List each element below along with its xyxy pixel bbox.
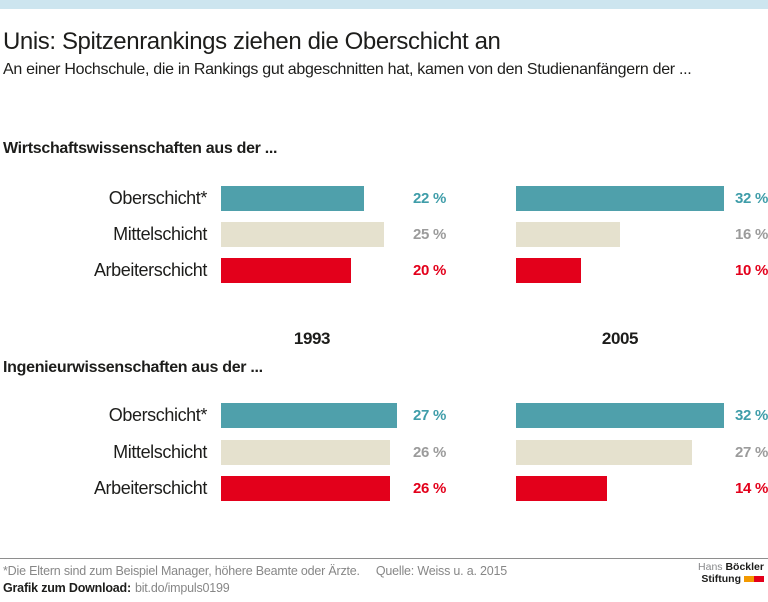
logo-name-light: Hans	[698, 561, 723, 573]
value-label-1993: 27 %	[413, 407, 446, 424]
top-accent-bar	[0, 0, 768, 9]
row-label: Mittelschicht	[113, 441, 207, 462]
value-label-1993: 20 %	[413, 262, 446, 279]
value-label-1993: 25 %	[413, 226, 446, 243]
row-label: Mittelschicht	[113, 224, 207, 244]
download-url: bit.do/impuls0199	[134, 581, 230, 595]
value-label-2005: 16 %	[735, 226, 768, 243]
bar-2005-teal	[516, 186, 724, 211]
section-title-wirtschaftswissenschaften: Wirtschaftswissenschaften aus der ...	[3, 140, 278, 157]
bar-2005-beige	[516, 439, 692, 465]
footer-divider	[0, 558, 768, 559]
bar-1993-teal	[221, 403, 397, 428]
value-label-1993: 26 %	[413, 443, 446, 461]
logo-red-block-icon	[754, 575, 764, 582]
logo-name-bold: Böckler	[725, 561, 764, 573]
logo-color-blocks-icon	[744, 574, 764, 586]
year-label-1993: 1993	[293, 329, 331, 348]
chart-row-arbeiterschicht: Arbeiterschicht 20 % 10 %	[0, 258, 768, 283]
value-label-2005: 10 %	[735, 262, 768, 279]
value-label-2005: 27 %	[735, 443, 768, 461]
chart-row-mittelschicht: Mittelschicht 26 % 27 %	[0, 439, 768, 465]
download-label: Grafik zum Download:	[3, 581, 131, 595]
bar-1993-teal	[221, 186, 364, 211]
bar-1993-beige	[221, 222, 384, 247]
bar-2005-teal	[516, 403, 724, 428]
bar-1993-red	[221, 258, 351, 283]
footnote: *Die Eltern sind zum Beispiel Manager, h…	[3, 564, 507, 578]
bar-2005-beige	[516, 222, 620, 247]
row-label: Oberschicht*	[108, 405, 208, 425]
bar-1993-beige	[221, 439, 390, 465]
hans-boeckler-stiftung-logo: Hans Böckler Stiftung	[698, 561, 764, 586]
chart-row-oberschicht: Oberschicht* 27 % 32 %	[0, 403, 768, 428]
section-title-ingenieurwissenschaften: Ingenieurwissenschaften aus der ...	[3, 359, 263, 376]
row-label: Oberschicht*	[108, 188, 208, 208]
year-label-2005: 2005	[601, 329, 639, 348]
bar-2005-red	[516, 258, 581, 283]
logo-line2: Stiftung	[701, 572, 741, 585]
chart-row-arbeiterschicht: Arbeiterschicht 26 % 14 %	[0, 476, 768, 501]
bar-1993-red	[221, 476, 390, 501]
page-title: Unis: Spitzenrankings ziehen die Obersch…	[3, 28, 501, 55]
footnote-text: *Die Eltern sind zum Beispiel Manager, h…	[3, 564, 360, 578]
value-label-1993: 22 %	[413, 190, 446, 207]
logo-orange-block-icon	[744, 575, 754, 582]
value-label-2005: 32 %	[735, 407, 768, 424]
chart-row-mittelschicht: Mittelschicht 25 % 16 %	[0, 222, 768, 247]
value-label-2005: 14 %	[735, 480, 768, 497]
value-label-2005: 32 %	[735, 190, 768, 207]
page-subtitle: An einer Hochschule, die in Rankings gut…	[3, 61, 692, 78]
source-text: Quelle: Weiss u. a. 2015	[375, 564, 507, 578]
row-label: Arbeiterschicht	[93, 478, 207, 498]
row-label: Arbeiterschicht	[93, 260, 207, 280]
download-line: Grafik zum Download: bit.do/impuls0199	[3, 581, 230, 595]
value-label-1993: 26 %	[413, 480, 446, 497]
chart-row-oberschicht: Oberschicht* 22 % 32 %	[0, 186, 768, 211]
bar-2005-red	[516, 476, 607, 501]
